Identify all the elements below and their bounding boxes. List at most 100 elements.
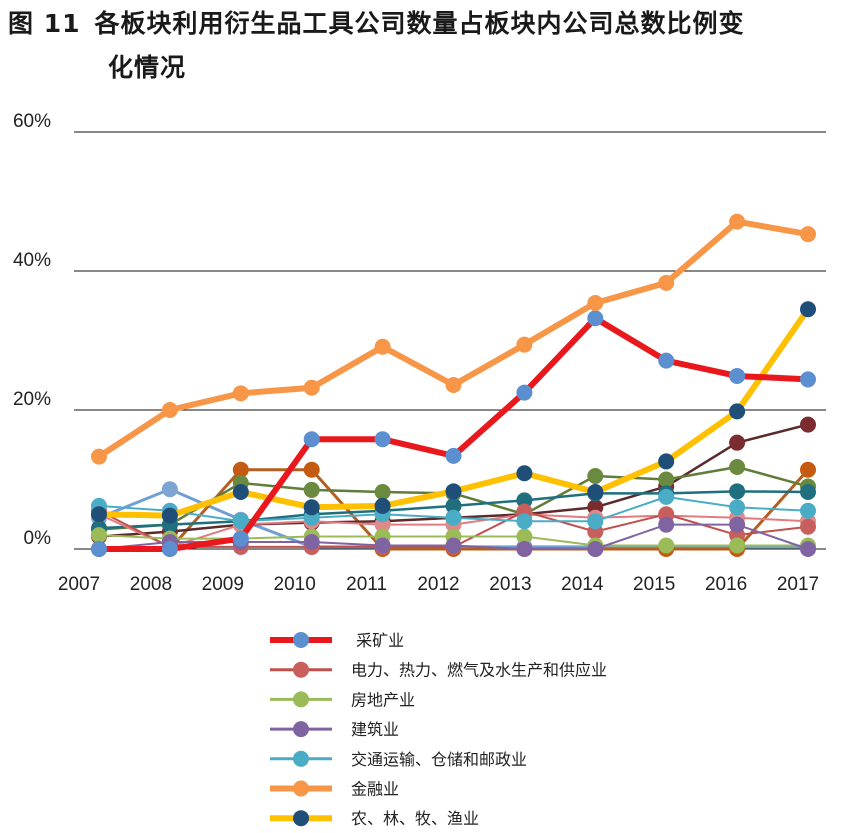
data-point <box>91 527 107 544</box>
x-tick-label: 2012 <box>417 574 459 595</box>
legend-swatch-marker <box>293 661 309 678</box>
y-axis-ticks: 0% 20% 40% 60% <box>13 111 51 549</box>
data-point <box>232 385 249 402</box>
data-point <box>800 518 816 535</box>
data-point <box>587 513 604 530</box>
legend-swatch-marker <box>293 632 309 648</box>
x-tick-label: 2009 <box>202 574 244 595</box>
data-point <box>516 384 533 401</box>
data-point <box>800 416 816 433</box>
data-point <box>516 492 533 509</box>
series-layer <box>91 213 816 557</box>
figure-label: 图 11 <box>8 9 81 38</box>
data-point <box>91 541 107 557</box>
title-line-1: 各板块利用衍生品工具公司数量占板块内公司总数比例变 <box>94 9 745 38</box>
legend-label: 电力、热力、燃气及水生产和供应业 <box>351 661 607 680</box>
legend-label: 交通运输、仓储和邮政业 <box>351 750 527 769</box>
data-point <box>232 461 249 478</box>
legend-item: 建筑业 <box>270 720 399 739</box>
data-point <box>658 274 675 291</box>
legend: 采矿业电力、热力、燃气及水生产和供应业房地产业建筑业交通运输、仓储和邮政业金融业… <box>270 631 607 828</box>
legend-item: 农、林、牧、渔业 <box>270 809 479 828</box>
legend-swatch-marker <box>293 810 309 827</box>
data-point <box>800 484 816 501</box>
data-point <box>161 541 178 557</box>
data-point <box>303 534 320 551</box>
x-tick-label: 2014 <box>561 574 604 595</box>
data-point <box>729 403 746 420</box>
data-point <box>445 447 462 464</box>
data-point <box>374 338 391 355</box>
data-point <box>587 468 604 485</box>
legend-item: 电力、热力、燃气及水生产和供应业 <box>270 661 607 680</box>
chart-title: 图 11 各板块利用衍生品工具公司数量占板块内公司总数比例变 化情况 <box>8 2 838 90</box>
data-point <box>445 497 462 514</box>
data-point <box>587 541 604 557</box>
data-point <box>516 513 533 530</box>
series-line <box>96 218 811 460</box>
data-point <box>800 541 816 557</box>
data-point <box>729 516 746 533</box>
data-point <box>729 434 746 451</box>
data-point <box>232 484 249 501</box>
data-point <box>729 537 746 554</box>
x-tick-label: 2010 <box>274 574 316 595</box>
data-point <box>729 483 746 500</box>
data-point <box>232 513 249 530</box>
data-point <box>729 367 746 384</box>
data-point <box>91 448 107 465</box>
data-point <box>374 497 391 514</box>
y-tick-label: 60% <box>13 111 51 132</box>
data-point <box>516 541 533 557</box>
x-tick-label: 2011 <box>346 574 387 595</box>
data-point <box>658 471 675 488</box>
data-point <box>303 461 320 478</box>
data-point <box>303 431 320 448</box>
legend-item: 金融业 <box>270 780 399 799</box>
data-point <box>303 481 320 498</box>
data-point <box>800 226 816 243</box>
data-point <box>658 352 675 369</box>
data-point <box>161 481 178 498</box>
legend-swatch-marker <box>293 750 309 767</box>
data-point <box>587 294 604 311</box>
data-point <box>658 537 675 554</box>
legend-swatch-marker <box>293 780 309 797</box>
legend-swatch-marker <box>293 691 309 708</box>
data-point <box>800 301 816 318</box>
legend-label: 房地产业 <box>351 690 415 709</box>
data-point <box>800 371 816 388</box>
x-tick-label: 2007 <box>58 574 100 595</box>
data-point <box>729 213 746 230</box>
data-point <box>658 516 675 533</box>
data-point <box>658 453 675 470</box>
data-point <box>516 336 533 353</box>
x-tick-label: 2008 <box>130 574 172 595</box>
data-point <box>161 402 178 418</box>
data-point <box>516 465 533 482</box>
legend-label: 采矿业 <box>351 631 404 650</box>
data-point <box>516 528 533 545</box>
x-tick-label: 2017 <box>777 574 819 595</box>
y-tick-label: 0% <box>24 528 52 549</box>
data-point <box>800 461 816 478</box>
data-point <box>445 483 462 500</box>
y-tick-label: 40% <box>13 250 51 271</box>
data-point <box>374 484 391 501</box>
data-point <box>374 431 391 448</box>
data-point <box>445 537 462 554</box>
data-point <box>729 499 746 516</box>
x-tick-label: 2016 <box>705 574 747 595</box>
data-point <box>587 310 604 327</box>
data-point <box>91 506 107 523</box>
data-point <box>658 488 675 505</box>
data-point <box>445 376 462 393</box>
legend-item: 采矿业 <box>270 631 404 650</box>
data-point <box>729 458 746 475</box>
data-point <box>303 499 320 516</box>
data-point <box>303 379 320 396</box>
series-legend-6 <box>91 213 816 465</box>
data-point <box>445 509 462 526</box>
legend-item: 房地产业 <box>270 690 415 709</box>
